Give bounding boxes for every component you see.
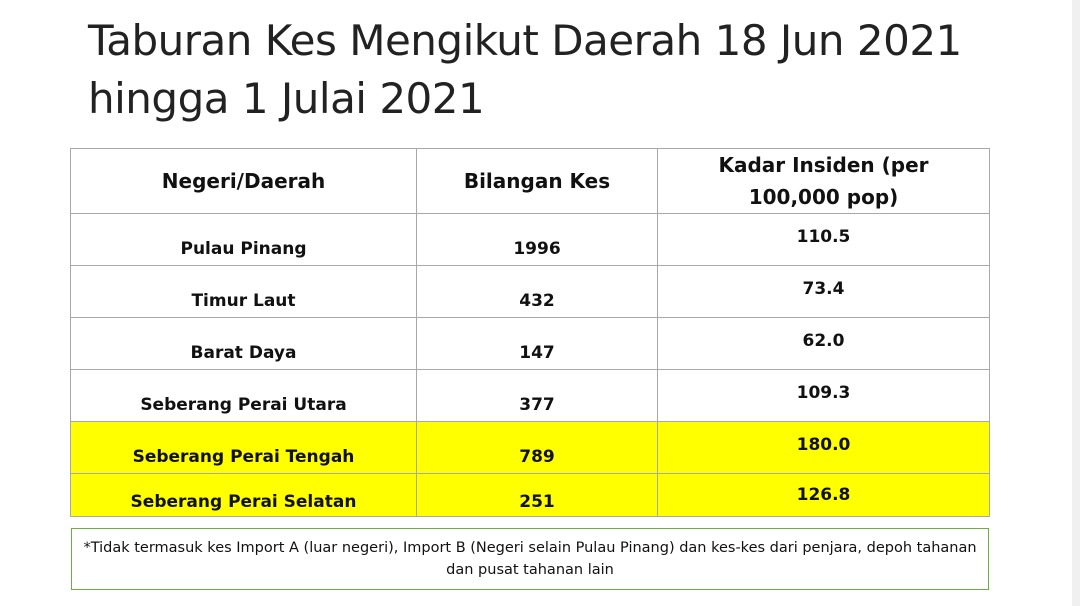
region-name: Seberang Perai Selatan — [130, 492, 357, 512]
cell-region: Seberang Perai Tengah — [70, 421, 417, 474]
incidence-rate: 126.8 — [796, 485, 851, 505]
table-row: Barat Daya 147 62.0 — [70, 317, 990, 370]
region-name: Timur Laut — [191, 291, 296, 311]
incidence-rate: 180.0 — [796, 435, 851, 455]
case-count: 789 — [519, 447, 555, 467]
incidence-rate: 73.4 — [802, 279, 845, 299]
cell-cases: 377 — [416, 369, 658, 422]
case-count: 432 — [519, 291, 555, 311]
cell-incidence: 62.0 — [657, 317, 990, 370]
cell-region: Pulau Pinang — [70, 213, 417, 266]
incidence-rate: 62.0 — [802, 331, 845, 351]
cell-incidence: 110.5 — [657, 213, 990, 266]
case-distribution-table: Negeri/Daerah Bilangan Kes Kadar Insiden… — [70, 148, 990, 517]
header-region: Negeri/Daerah — [70, 148, 417, 214]
cell-region: Seberang Perai Selatan — [70, 473, 417, 517]
footnote-text: *Tidak termasuk kes Import A (luar neger… — [83, 540, 977, 578]
cell-cases: 789 — [416, 421, 658, 474]
cell-incidence: 180.0 — [657, 421, 990, 474]
table-row: Timur Laut 432 73.4 — [70, 265, 990, 318]
cell-incidence: 126.8 — [657, 473, 990, 517]
table-row: Seberang Perai Utara 377 109.3 — [70, 369, 990, 422]
incidence-rate: 110.5 — [796, 227, 851, 247]
window-edge — [1072, 0, 1080, 606]
cell-incidence: 73.4 — [657, 265, 990, 318]
case-count: 251 — [519, 492, 555, 512]
cell-cases: 432 — [416, 265, 658, 318]
table-row: Pulau Pinang 1996 110.5 — [70, 213, 990, 266]
region-name: Pulau Pinang — [180, 239, 307, 259]
cell-region: Barat Daya — [70, 317, 417, 370]
cell-region: Seberang Perai Utara — [70, 369, 417, 422]
slide-title: Taburan Kes Mengikut Daerah 18 Jun 2021 … — [88, 16, 962, 123]
table-row-highlighted: Seberang Perai Tengah 789 180.0 — [70, 421, 990, 474]
cell-cases: 1996 — [416, 213, 658, 266]
cell-cases: 147 — [416, 317, 658, 370]
region-name: Seberang Perai Utara — [140, 395, 347, 415]
region-name: Barat Daya — [190, 343, 297, 363]
cell-incidence: 109.3 — [657, 369, 990, 422]
case-count: 1996 — [513, 239, 561, 259]
table-header-row: Negeri/Daerah Bilangan Kes Kadar Insiden… — [70, 148, 990, 214]
cell-region: Timur Laut — [70, 265, 417, 318]
cell-cases: 251 — [416, 473, 658, 517]
case-count: 147 — [519, 343, 555, 363]
region-name: Seberang Perai Tengah — [132, 447, 355, 467]
footnote-box: *Tidak termasuk kes Import A (luar neger… — [71, 528, 989, 590]
incidence-rate: 109.3 — [796, 383, 851, 403]
header-cases: Bilangan Kes — [416, 148, 658, 214]
table-row-highlighted: Seberang Perai Selatan 251 126.8 — [70, 473, 990, 517]
case-count: 377 — [519, 395, 555, 415]
header-incidence: Kadar Insiden (per 100,000 pop) — [657, 148, 990, 214]
